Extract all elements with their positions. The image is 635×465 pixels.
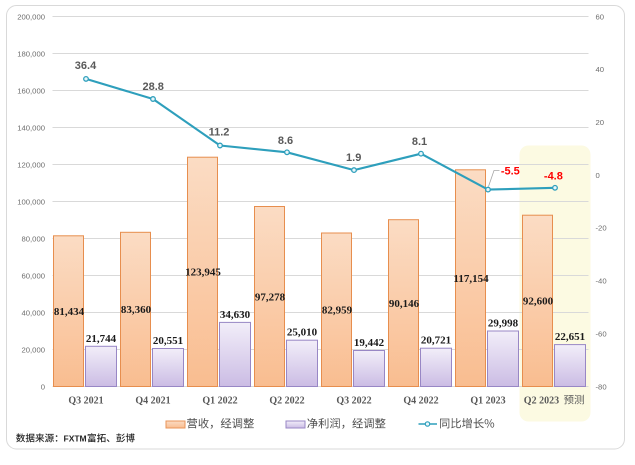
svg-text:0: 0: [41, 383, 45, 392]
svg-text:36.4: 36.4: [75, 60, 97, 72]
svg-text:Q4 2021: Q4 2021: [135, 396, 170, 407]
svg-text:29,998: 29,998: [488, 318, 519, 330]
svg-text:92,600: 92,600: [523, 296, 554, 308]
svg-text:20,000: 20,000: [21, 346, 45, 355]
svg-text:19,442: 19,442: [354, 337, 385, 349]
svg-text:28.8: 28.8: [142, 81, 163, 93]
svg-text:97,278: 97,278: [255, 291, 286, 303]
svg-text:Q3 2021: Q3 2021: [68, 396, 103, 407]
svg-text:20,551: 20,551: [153, 335, 183, 347]
svg-text:123,945: 123,945: [185, 267, 221, 279]
svg-text:83,360: 83,360: [121, 304, 152, 316]
svg-text:120,000: 120,000: [17, 161, 45, 170]
svg-text:90,146: 90,146: [389, 298, 420, 310]
svg-text:-5.5: -5.5: [501, 166, 520, 178]
svg-text:0: 0: [596, 171, 600, 180]
svg-text:Q1 2022: Q1 2022: [202, 396, 237, 407]
svg-text:-40: -40: [596, 277, 607, 286]
svg-text:Q2 2023: Q2 2023: [524, 396, 559, 407]
svg-text:200,000: 200,000: [17, 13, 45, 22]
svg-text:-80: -80: [596, 382, 607, 391]
svg-text:140,000: 140,000: [17, 124, 45, 133]
svg-text:80,000: 80,000: [21, 235, 45, 244]
svg-text:1.9: 1.9: [346, 152, 361, 164]
svg-text:20,721: 20,721: [421, 335, 451, 347]
svg-text:Q4 2022: Q4 2022: [403, 396, 438, 407]
svg-text:-4.8: -4.8: [544, 170, 563, 182]
svg-text:40,000: 40,000: [21, 309, 45, 318]
svg-text:81,434: 81,434: [54, 306, 85, 318]
svg-text:117,154: 117,154: [453, 273, 489, 285]
svg-text:21,744: 21,744: [86, 333, 117, 345]
svg-text:20: 20: [596, 118, 605, 127]
svg-text:180,000: 180,000: [17, 50, 45, 59]
svg-text:11.2: 11.2: [209, 127, 230, 139]
svg-text:FXTM: FXTM: [64, 434, 87, 444]
svg-text:160,000: 160,000: [17, 87, 45, 96]
svg-text:8.6: 8.6: [278, 135, 293, 147]
svg-text:Q1 2023: Q1 2023: [470, 396, 505, 407]
svg-text:Q2 2022: Q2 2022: [269, 396, 304, 407]
svg-text:100,000: 100,000: [17, 198, 45, 207]
svg-text:25,010: 25,010: [287, 327, 318, 339]
svg-text:-20: -20: [596, 224, 607, 233]
svg-text:34,630: 34,630: [220, 309, 251, 321]
svg-text:Q3 2022: Q3 2022: [336, 396, 371, 407]
svg-text:60: 60: [596, 12, 605, 21]
svg-text:40: 40: [596, 65, 605, 74]
svg-text:-60: -60: [596, 329, 607, 338]
svg-text:82,959: 82,959: [322, 305, 353, 317]
svg-text:60,000: 60,000: [21, 272, 45, 281]
svg-text:8.1: 8.1: [412, 136, 427, 148]
svg-text:22,651: 22,651: [555, 331, 585, 343]
